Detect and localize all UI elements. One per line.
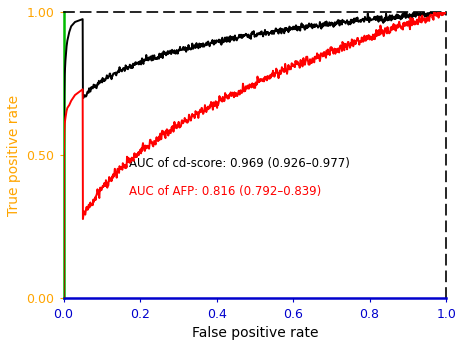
Text: AUC of AFP: 0.816 (0.792–0.839): AUC of AFP: 0.816 (0.792–0.839) <box>129 185 321 198</box>
Y-axis label: True positive rate: True positive rate <box>7 95 21 216</box>
Text: AUC of cd-score: 0.969 (0.926–0.977): AUC of cd-score: 0.969 (0.926–0.977) <box>129 156 350 170</box>
X-axis label: False positive rate: False positive rate <box>192 326 318 340</box>
